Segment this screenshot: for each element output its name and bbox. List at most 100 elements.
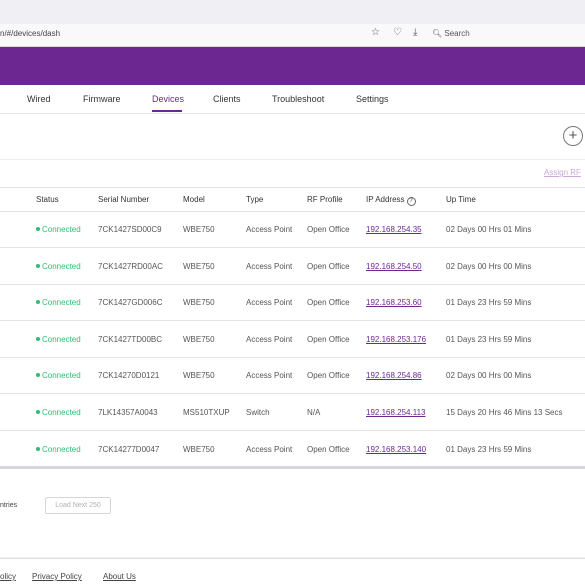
ip-address-link[interactable]: 192.168.253.60 bbox=[366, 298, 422, 308]
browser-tab-strip bbox=[0, 0, 585, 24]
status-connected: Connected bbox=[36, 335, 81, 344]
status-connected: Connected bbox=[36, 408, 81, 417]
table-scrollbar[interactable] bbox=[0, 466, 585, 469]
cell-type: Access Point bbox=[246, 444, 293, 454]
header-ip[interactable]: IP Address? bbox=[366, 195, 416, 206]
ip-address-link[interactable]: 192.168.254.35 bbox=[366, 225, 422, 234]
download-icon[interactable]: ⤓ bbox=[413, 27, 418, 38]
status-dot-icon bbox=[36, 263, 40, 268]
cell-serial: 7CK1427SD00C9 bbox=[98, 225, 162, 234]
status-connected: Connected bbox=[36, 298, 81, 307]
cell-serial: 7CK1427GD006C bbox=[98, 298, 163, 308]
devices-toolbar: + bbox=[0, 114, 585, 159]
ip-address-link[interactable]: 192.168.253.140 bbox=[366, 444, 427, 454]
pocket-icon[interactable]: ♡ bbox=[393, 27, 402, 38]
star-icon[interactable]: ☆ bbox=[371, 27, 380, 38]
table-row[interactable]: Connected 7LK14357A0043 MS510TXUP Switch N/A… bbox=[0, 394, 585, 431]
cell-model: WBE750 bbox=[183, 371, 215, 381]
status-text: Connected bbox=[42, 444, 81, 454]
cell-serial: 7CK14277D0047 bbox=[98, 444, 160, 454]
cell-serial: 7LK14357A0043 bbox=[98, 408, 158, 417]
status-connected: Connected bbox=[36, 225, 81, 234]
cell-serial: 7CK1427RD00AC bbox=[98, 261, 163, 271]
cell-type: Access Point bbox=[246, 334, 293, 344]
footer-link-policy[interactable]: olicy bbox=[0, 572, 17, 581]
tab-firmware[interactable]: Firmware bbox=[83, 94, 121, 104]
cell-rf: Open Office bbox=[307, 371, 350, 381]
footer-link-about[interactable]: About Us bbox=[103, 572, 136, 581]
ip-address-link[interactable]: 192.168.254.50 bbox=[366, 261, 422, 271]
pagination-bar: ntries Load Next 250 bbox=[0, 469, 585, 557]
cell-type: Switch bbox=[246, 408, 270, 417]
tab-wired[interactable]: Wired bbox=[27, 94, 51, 104]
cell-rf: Open Office bbox=[307, 334, 350, 344]
cell-rf: Open Office bbox=[307, 444, 350, 454]
cell-model: MS510TXUP bbox=[183, 408, 230, 417]
tab-troubleshoot[interactable]: Troubleshoot bbox=[272, 94, 325, 104]
table-row[interactable]: Connected 7CK1427RD00AC WBE750 Access Point… bbox=[0, 248, 585, 285]
cell-type: Access Point bbox=[246, 298, 293, 308]
search-label: Search bbox=[444, 29, 470, 38]
cell-uptime: 02 Days 00 Hrs 01 Mins bbox=[446, 225, 532, 234]
url-value: n/#/devices/dash bbox=[0, 29, 61, 38]
table-row[interactable]: Connected 7CK1427GD006C WBE750 Access Point… bbox=[0, 284, 585, 322]
status-text: Connected bbox=[42, 408, 81, 417]
cell-model: WBE750 bbox=[183, 334, 215, 344]
table-row[interactable]: Connected 7CK14277D0047 WBE750 Access Point… bbox=[0, 431, 585, 468]
cell-type: Access Point bbox=[246, 261, 293, 271]
cell-uptime: 01 Days 23 Hrs 59 Mins bbox=[446, 444, 532, 454]
cell-rf: N/A bbox=[307, 408, 321, 417]
cell-uptime: 01 Days 23 Hrs 59 Mins bbox=[446, 298, 532, 308]
status-connected: Connected bbox=[36, 371, 81, 380]
tab-clients[interactable]: Clients bbox=[213, 94, 241, 104]
help-icon[interactable]: ? bbox=[406, 197, 416, 206]
status-text: Connected bbox=[42, 298, 81, 308]
cell-model: WBE750 bbox=[183, 298, 215, 308]
url-text[interactable]: n/#/devices/dash bbox=[0, 29, 60, 38]
status-text: Connected bbox=[42, 261, 81, 271]
table-row[interactable]: Connected 7CK1427SD00C9 WBE750 Access Point… bbox=[0, 211, 585, 248]
status-dot-icon bbox=[36, 446, 40, 451]
header-model[interactable]: Model bbox=[183, 195, 205, 204]
status-connected: Connected bbox=[36, 262, 81, 271]
status-text: Connected bbox=[42, 334, 81, 344]
add-device-button[interactable]: + bbox=[563, 126, 583, 146]
header-ip-label: IP Address bbox=[366, 195, 405, 204]
status-dot-icon bbox=[36, 410, 40, 414]
header-rf-profile[interactable]: RF Profile bbox=[307, 195, 343, 204]
cell-rf: Open Office bbox=[307, 225, 350, 234]
cell-uptime: 01 Days 23 Hrs 59 Mins bbox=[446, 334, 532, 344]
app-header bbox=[0, 47, 585, 85]
cell-type: Access Point bbox=[246, 225, 293, 234]
tab-devices[interactable]: Devices bbox=[152, 94, 185, 104]
table-row[interactable]: Connected 7CK1427TD00BC WBE750 Access Point… bbox=[0, 321, 585, 358]
status-connected: Connected bbox=[36, 445, 81, 454]
header-status[interactable]: Status bbox=[36, 195, 59, 204]
plus-icon: + bbox=[568, 127, 578, 144]
footer-link-privacy[interactable]: Privacy Policy bbox=[32, 572, 82, 581]
browser-address-bar: n/#/devices/dash ☆ ♡ ⤓ 🔍︎ Search bbox=[0, 24, 585, 47]
browser-search-field[interactable]: 🔍︎ Search bbox=[432, 29, 470, 38]
status-dot-icon bbox=[36, 336, 40, 341]
active-tab-indicator bbox=[152, 110, 182, 112]
header-uptime[interactable]: Up Time bbox=[446, 195, 476, 204]
status-dot-icon bbox=[36, 373, 40, 378]
cell-uptime: 15 Days 20 Hrs 46 Mins 13 Secs bbox=[446, 408, 563, 417]
table-row[interactable]: Connected 7CK14270D0121 WBE750 Access Point… bbox=[0, 357, 585, 395]
load-next-button[interactable]: Load Next 250 bbox=[45, 497, 111, 514]
header-type[interactable]: Type bbox=[246, 195, 264, 204]
cell-serial: 7CK1427TD00BC bbox=[98, 334, 163, 344]
cell-serial: 7CK14270D0121 bbox=[98, 371, 160, 381]
header-serial[interactable]: Serial Number bbox=[98, 195, 150, 204]
devices-table: Status Serial Number Model Type RF Profi… bbox=[0, 187, 585, 468]
assign-rf-link[interactable]: Assign RF bbox=[544, 168, 581, 177]
status-dot-icon bbox=[36, 300, 40, 305]
ip-address-link[interactable]: 192.168.254.113 bbox=[366, 408, 426, 417]
table-action-bar: Assign RF bbox=[0, 159, 585, 187]
page-footer: olicy Privacy Policy About Us bbox=[0, 558, 585, 586]
ip-address-link[interactable]: 192.168.254.86 bbox=[366, 371, 422, 381]
status-text: Connected bbox=[42, 371, 81, 381]
ip-address-link[interactable]: 192.168.253.176 bbox=[366, 334, 427, 344]
cell-rf: Open Office bbox=[307, 261, 350, 271]
tab-settings[interactable]: Settings bbox=[356, 94, 389, 104]
